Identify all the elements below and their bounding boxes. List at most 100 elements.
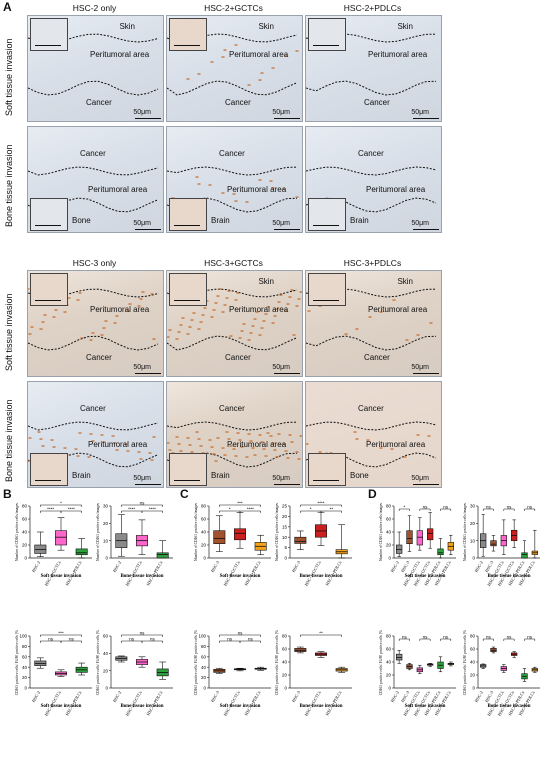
chart-d-9: 0 10 20 30 HSC-2 HSC-3 HSC-2+GCTCs HSC-3+GCTCs H… [462,500,542,625]
column-header: HSC-2 only [72,3,117,13]
label-cancer: Cancer [219,404,245,413]
inset-magnification [169,453,207,486]
y-tick-label: 20 [22,675,28,680]
y-axis-label: CD163 positive cells/ F4/80 positive cel… [275,630,279,695]
stain-speck [271,322,275,324]
label-tissue: Brain [350,216,369,225]
stain-speck [37,431,41,433]
stain-speck [416,434,420,436]
stain-speck [188,326,192,328]
y-tick-label: 0 [24,556,27,561]
stain-speck [262,448,266,450]
y-tick-label: 10 [470,538,476,543]
y-tick-label: 40 [22,530,28,535]
stain-speck [203,307,207,309]
sig-bracket [121,504,163,507]
chart-b-3: 0 20 40 60 HSC-2 HSC-2+GCTCs HSC-2+PDLCs ns ns ns… [95,630,175,755]
y-tick-label: 60 [22,517,28,522]
stain-speck [286,457,290,459]
stain-speck [210,61,214,63]
label-cancer: Cancer [80,149,106,158]
x-tick-label: HSC-2 [390,690,400,703]
sig-label: **** [149,506,156,511]
box [234,528,246,541]
chart-c-5: 0 5 10 15 20 25 HSC-3 HSC-3+GCTCs HSC-3+PDLCs ***… [274,500,354,625]
x-tick-label: HSC-3 [291,689,302,703]
y-axis-label: CD163 positive cells/ F4/80 positive cel… [194,630,198,695]
inset-magnification [30,198,68,231]
label-tissue: Brain [72,471,91,480]
stain-speck [236,292,240,294]
stain-speck [89,433,93,435]
stain-speck [355,328,359,330]
stain-speck [245,201,249,203]
label-cancer: Cancer [86,98,112,107]
stain-speck [273,449,277,451]
stain-speck [264,455,268,457]
y-tick-label: 20 [470,521,476,526]
y-tick-label: 40 [282,660,288,665]
sig-label: * [310,506,312,511]
y-tick-label: 30 [470,504,476,509]
sig-label: ns [443,504,449,509]
box [294,536,307,544]
label-skin: Skin [397,277,413,286]
label-cancer: Cancer [80,404,106,413]
row-header: Soft tissue invasion [4,293,14,371]
stain-speck [216,295,220,297]
sig-label: **** [317,500,324,505]
sig-label: ns [507,504,513,509]
y-tick-label: 80 [201,644,207,649]
panel-letter-d: D [368,487,377,501]
y-tick-label: 80 [22,504,28,509]
stain-speck [150,293,154,295]
stain-speck [177,443,181,445]
y-tick-label: 0 [284,686,287,691]
scale-label: 50μm [272,220,290,227]
sig-bracket [320,510,342,513]
label-tissue: Brain [211,216,230,225]
sig-label: ns [69,636,75,641]
sig-label: * [403,504,405,509]
stain-speck [429,322,433,324]
sig-bracket [482,508,494,511]
stain-speck [208,439,212,441]
stain-speck [292,334,296,336]
sig-bracket [121,634,163,637]
stain-speck [52,446,56,448]
stain-speck [197,183,201,185]
stain-speck [290,441,294,443]
boundary-line [167,421,298,431]
label-peritumoral: Peritumoral area [227,440,287,449]
stain-speck [186,78,190,80]
y-tick-label: 20 [22,543,28,548]
sig-bracket [419,508,431,511]
stain-speck [295,451,299,453]
chart-b-2: 0 20 40 60 80 100 HSC-2 HSC-2+GCTCs HSC-2+PDLCs *… [14,630,94,755]
stain-speck [80,337,84,339]
inset-scale-bar [174,299,200,301]
column-header: HSC-2+GCTCs [204,3,263,13]
stain-speck [234,200,238,202]
sig-label: ns [527,634,533,639]
inset-scale-bar [313,44,339,46]
y-tick-label: 40 [470,660,476,665]
sig-bracket [440,638,452,641]
stain-speck [54,309,58,311]
histology-tile: Skin Peritumoral area Cancer 50μm [166,270,303,377]
stain-speck [210,446,214,448]
stain-speck [221,311,225,313]
stain-speck [379,447,383,449]
y-tick-label: 0 [388,686,391,691]
stain-speck [234,299,238,301]
label-skin: Skin [258,277,274,286]
row-header: Bone tissue invasion [4,399,14,482]
stain-speck [299,291,302,293]
stain-speck [128,303,132,305]
scale-label: 50μm [411,475,429,482]
y-tick-label: 60 [201,654,207,659]
y-tick-label: 20 [386,543,392,548]
y-tick-label: 60 [386,647,392,652]
